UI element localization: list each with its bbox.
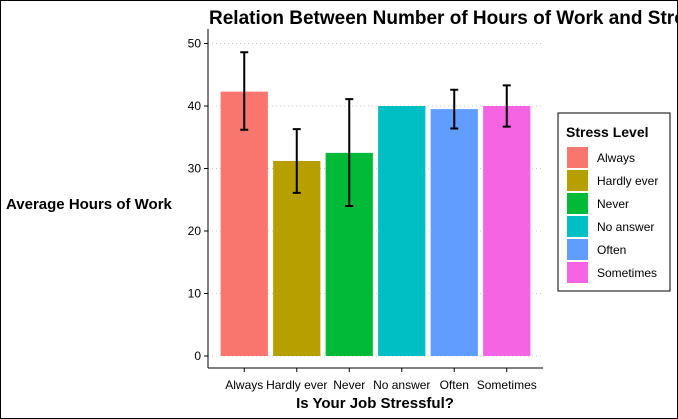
bar-no-answer <box>378 106 426 356</box>
legend-label-always: Always <box>597 151 635 165</box>
legend-swatch-no-answer <box>567 216 588 237</box>
chart-title: Relation Between Number of Hours of Work… <box>209 8 677 29</box>
error-bar-always <box>240 51 249 131</box>
y-axis-title: Average Hours of Work <box>6 196 173 213</box>
bars <box>220 91 531 356</box>
bar-often <box>430 109 478 356</box>
y-tick-label: 20 <box>188 224 202 238</box>
legend-label-sometimes: Sometimes <box>597 266 657 280</box>
y-tick-label: 30 <box>188 162 202 176</box>
y-tick-label: 40 <box>188 99 202 113</box>
legend-label-no-answer: No answer <box>597 220 654 234</box>
x-tick-label-hardly-ever: Hardly ever <box>266 378 327 392</box>
legend: Stress Level Always Hardly ever Never No an… <box>557 112 671 292</box>
error-bar-hardly-ever <box>292 128 301 194</box>
legend-label-never: Never <box>597 197 629 211</box>
y-tick-label: 50 <box>188 37 202 51</box>
error-bar-sometimes <box>502 84 511 128</box>
x-tick-label-sometimes: Sometimes <box>477 378 537 392</box>
x-tick-label-never: Never <box>333 378 365 392</box>
y-tick-label: 0 <box>194 349 201 363</box>
legend-title: Stress Level <box>566 124 649 140</box>
bar-always <box>220 91 268 356</box>
legend-label-hardly-ever: Hardly ever <box>597 174 658 188</box>
x-tick-label-often: Often <box>440 378 469 392</box>
bar-sometimes <box>483 106 531 356</box>
x-axis-title: Is Your Job Stressful? <box>296 395 454 412</box>
error-bar-never <box>345 98 354 207</box>
error-bar-often <box>450 88 459 130</box>
error-bars <box>240 51 511 207</box>
axes: 0 10 20 30 40 50 Always Hardly ever Never No answ… <box>188 29 543 392</box>
x-tick-label-always: Always <box>225 378 263 392</box>
x-tick-label-no-answer: No answer <box>373 378 430 392</box>
legend-swatch-always <box>567 147 588 168</box>
legend-swatch-hardly-ever <box>567 170 588 191</box>
legend-swatch-often <box>567 239 588 260</box>
legend-swatch-sometimes <box>567 262 588 283</box>
legend-label-often: Often <box>597 243 626 257</box>
legend-swatch-never <box>567 193 588 214</box>
y-tick-label: 10 <box>188 287 202 301</box>
